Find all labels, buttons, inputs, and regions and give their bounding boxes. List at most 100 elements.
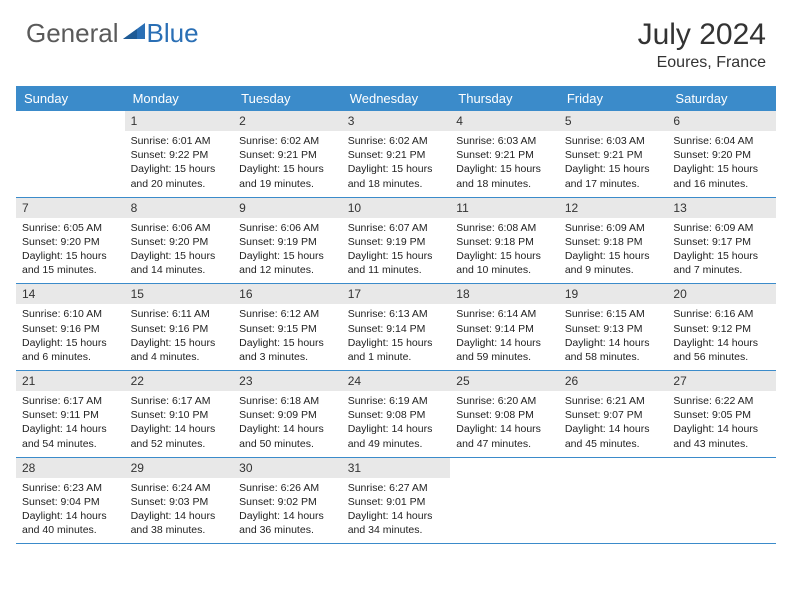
weekday-sunday: Sunday [16,86,125,111]
day-cell [559,458,668,544]
day-daylight2: and 58 minutes. [565,350,662,364]
day-content: Sunrise: 6:07 AMSunset: 9:19 PMDaylight:… [342,218,451,284]
day-number: 7 [16,198,125,218]
day-content: Sunrise: 6:09 AMSunset: 9:17 PMDaylight:… [667,218,776,284]
day-content: Sunrise: 6:15 AMSunset: 9:13 PMDaylight:… [559,304,668,370]
day-content: Sunrise: 6:10 AMSunset: 9:16 PMDaylight:… [16,304,125,370]
day-number: 24 [342,371,451,391]
day-daylight1: Daylight: 15 hours [239,249,336,263]
logo-text-blue: Blue [147,18,199,49]
day-cell: 18Sunrise: 6:14 AMSunset: 9:14 PMDayligh… [450,284,559,370]
day-number: 31 [342,458,451,478]
day-content: Sunrise: 6:02 AMSunset: 9:21 PMDaylight:… [233,131,342,197]
day-sunrise: Sunrise: 6:05 AM [22,221,119,235]
day-sunrise: Sunrise: 6:10 AM [22,307,119,321]
day-daylight2: and 50 minutes. [239,437,336,451]
weeks-container: 1Sunrise: 6:01 AMSunset: 9:22 PMDaylight… [16,111,776,544]
day-content: Sunrise: 6:02 AMSunset: 9:21 PMDaylight:… [342,131,451,197]
day-daylight2: and 45 minutes. [565,437,662,451]
day-daylight2: and 56 minutes. [673,350,770,364]
day-sunset: Sunset: 9:18 PM [456,235,553,249]
day-content: Sunrise: 6:09 AMSunset: 9:18 PMDaylight:… [559,218,668,284]
day-sunset: Sunset: 9:10 PM [131,408,228,422]
logo-text-general: General [26,18,119,49]
day-daylight2: and 38 minutes. [131,523,228,537]
day-number [559,458,668,464]
day-sunset: Sunset: 9:22 PM [131,148,228,162]
day-sunrise: Sunrise: 6:17 AM [131,394,228,408]
day-cell: 7Sunrise: 6:05 AMSunset: 9:20 PMDaylight… [16,198,125,284]
day-sunrise: Sunrise: 6:16 AM [673,307,770,321]
day-number: 14 [16,284,125,304]
day-number: 27 [667,371,776,391]
day-cell: 22Sunrise: 6:17 AMSunset: 9:10 PMDayligh… [125,371,234,457]
day-daylight1: Daylight: 15 hours [673,249,770,263]
day-daylight1: Daylight: 14 hours [456,336,553,350]
day-daylight1: Daylight: 15 hours [239,162,336,176]
day-content: Sunrise: 6:04 AMSunset: 9:20 PMDaylight:… [667,131,776,197]
day-daylight2: and 9 minutes. [565,263,662,277]
day-daylight1: Daylight: 15 hours [348,249,445,263]
day-number: 9 [233,198,342,218]
day-number: 8 [125,198,234,218]
day-sunrise: Sunrise: 6:09 AM [565,221,662,235]
day-daylight1: Daylight: 14 hours [131,509,228,523]
day-cell: 9Sunrise: 6:06 AMSunset: 9:19 PMDaylight… [233,198,342,284]
day-daylight1: Daylight: 15 hours [456,162,553,176]
day-cell: 14Sunrise: 6:10 AMSunset: 9:16 PMDayligh… [16,284,125,370]
day-content: Sunrise: 6:22 AMSunset: 9:05 PMDaylight:… [667,391,776,457]
day-daylight1: Daylight: 15 hours [22,336,119,350]
day-cell: 15Sunrise: 6:11 AMSunset: 9:16 PMDayligh… [125,284,234,370]
day-sunrise: Sunrise: 6:13 AM [348,307,445,321]
day-daylight2: and 20 minutes. [131,177,228,191]
day-cell [450,458,559,544]
day-cell: 11Sunrise: 6:08 AMSunset: 9:18 PMDayligh… [450,198,559,284]
day-daylight1: Daylight: 14 hours [348,422,445,436]
day-daylight2: and 1 minute. [348,350,445,364]
day-number: 4 [450,111,559,131]
day-number: 11 [450,198,559,218]
day-sunset: Sunset: 9:16 PM [22,322,119,336]
location-label: Eoures, France [638,54,766,72]
day-sunset: Sunset: 9:04 PM [22,495,119,509]
week-row: 28Sunrise: 6:23 AMSunset: 9:04 PMDayligh… [16,458,776,545]
day-sunset: Sunset: 9:20 PM [131,235,228,249]
day-content: Sunrise: 6:27 AMSunset: 9:01 PMDaylight:… [342,478,451,544]
day-sunset: Sunset: 9:13 PM [565,322,662,336]
day-content: Sunrise: 6:14 AMSunset: 9:14 PMDaylight:… [450,304,559,370]
day-number: 25 [450,371,559,391]
day-content: Sunrise: 6:20 AMSunset: 9:08 PMDaylight:… [450,391,559,457]
day-daylight1: Daylight: 14 hours [565,336,662,350]
day-sunrise: Sunrise: 6:12 AM [239,307,336,321]
day-content: Sunrise: 6:21 AMSunset: 9:07 PMDaylight:… [559,391,668,457]
month-title: July 2024 [638,18,766,52]
header-right: July 2024 Eoures, France [638,18,766,72]
day-daylight1: Daylight: 14 hours [239,422,336,436]
week-row: 21Sunrise: 6:17 AMSunset: 9:11 PMDayligh… [16,371,776,458]
day-daylight2: and 17 minutes. [565,177,662,191]
day-daylight1: Daylight: 15 hours [673,162,770,176]
weekday-tuesday: Tuesday [233,86,342,111]
day-daylight1: Daylight: 14 hours [239,509,336,523]
day-sunrise: Sunrise: 6:24 AM [131,481,228,495]
day-daylight1: Daylight: 15 hours [131,336,228,350]
day-cell: 12Sunrise: 6:09 AMSunset: 9:18 PMDayligh… [559,198,668,284]
day-sunset: Sunset: 9:19 PM [239,235,336,249]
day-cell: 28Sunrise: 6:23 AMSunset: 9:04 PMDayligh… [16,458,125,544]
day-content: Sunrise: 6:06 AMSunset: 9:20 PMDaylight:… [125,218,234,284]
day-daylight2: and 16 minutes. [673,177,770,191]
day-sunset: Sunset: 9:09 PM [239,408,336,422]
day-number: 28 [16,458,125,478]
day-daylight1: Daylight: 14 hours [348,509,445,523]
day-sunrise: Sunrise: 6:08 AM [456,221,553,235]
day-sunrise: Sunrise: 6:20 AM [456,394,553,408]
day-number: 13 [667,198,776,218]
day-daylight2: and 12 minutes. [239,263,336,277]
day-content: Sunrise: 6:05 AMSunset: 9:20 PMDaylight:… [16,218,125,284]
week-row: 7Sunrise: 6:05 AMSunset: 9:20 PMDaylight… [16,198,776,285]
day-daylight2: and 43 minutes. [673,437,770,451]
day-daylight1: Daylight: 14 hours [131,422,228,436]
day-sunset: Sunset: 9:20 PM [673,148,770,162]
day-daylight2: and 6 minutes. [22,350,119,364]
day-number: 15 [125,284,234,304]
